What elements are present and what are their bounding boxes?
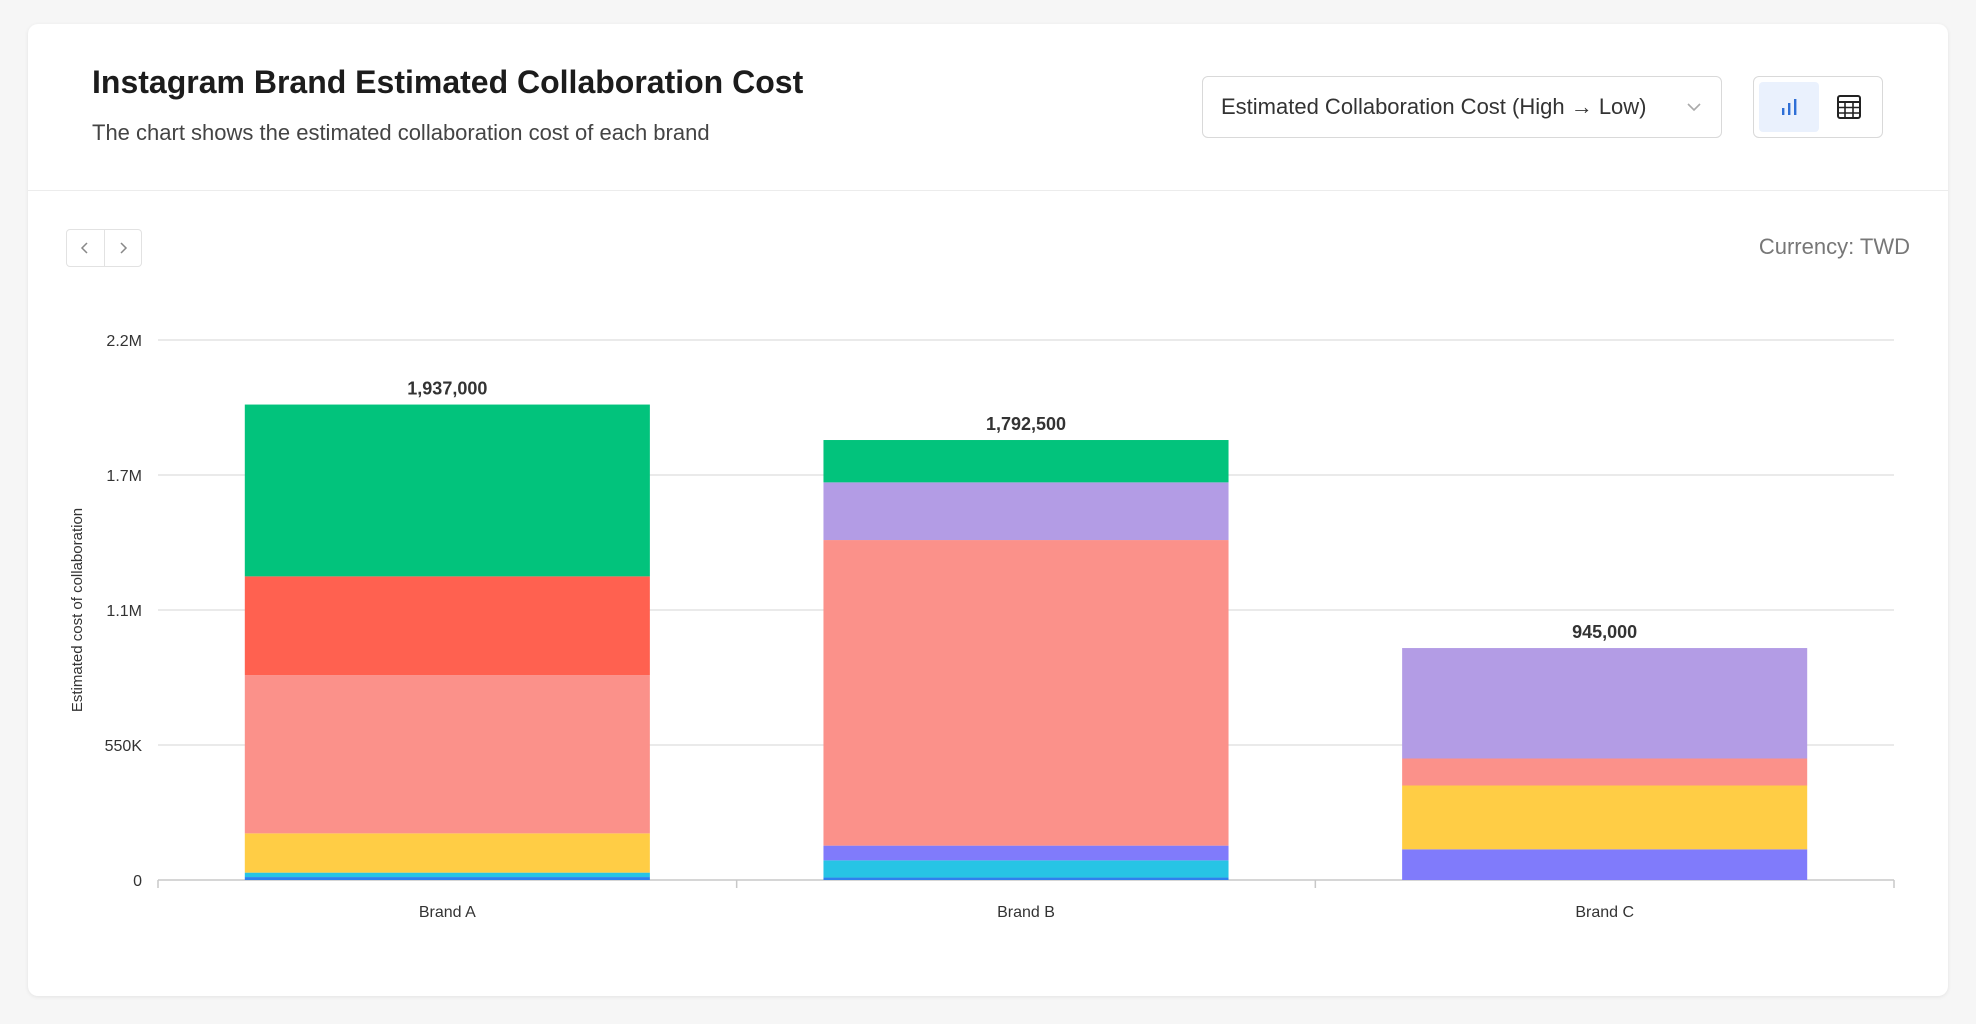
prev-button[interactable] — [67, 230, 104, 266]
chevron-right-icon — [120, 242, 127, 254]
sort-dropdown-label: Estimated Collaboration Cost (High → Low… — [1221, 94, 1647, 119]
bar-segment — [823, 482, 1229, 541]
pagination-controls — [66, 229, 142, 267]
y-tick-label: 1.7M — [106, 468, 142, 485]
bar-segment — [244, 675, 650, 834]
bar-segment — [823, 877, 1229, 880]
y-tick-label: 2.2M — [106, 333, 142, 350]
stacked-bar-chart: 0 550K 1.1M 1.7M 2.2M Estimated cost of colla… — [69, 333, 1895, 921]
chart-card: Instagram Brand Estimated Collaboration … — [28, 24, 1948, 996]
chart-view-button[interactable] — [1759, 82, 1819, 132]
bar-segment — [1402, 758, 1808, 786]
table-view-button[interactable] — [1819, 82, 1879, 132]
x-category-label: Brand C — [1575, 904, 1634, 921]
bar-segment — [244, 833, 650, 873]
x-category-label: Brand A — [419, 904, 476, 921]
currency-label: Currency: TWD — [1758, 234, 1910, 259]
y-axis-title: Estimated cost of collaboration — [69, 508, 86, 712]
bar-segment — [244, 877, 650, 880]
bar-total-label: 1,937,000 — [407, 379, 487, 399]
bar-total-label: 945,000 — [1572, 622, 1637, 642]
bar-segment — [1402, 849, 1808, 880]
chevron-left-icon — [81, 242, 88, 254]
sort-dropdown[interactable]: Estimated Collaboration Cost (High → Low… — [1202, 76, 1722, 138]
bar-segment — [823, 540, 1229, 846]
bar-chart-icon — [1782, 99, 1797, 115]
page-subtitle: The chart shows the estimated collaborat… — [92, 120, 710, 145]
bar-segment — [244, 404, 650, 577]
y-tick-label: 1.1M — [106, 603, 142, 620]
chevron-down-icon — [1687, 103, 1701, 112]
card-header: Instagram Brand Estimated Collaboration … — [28, 24, 1948, 191]
bar-segment — [823, 440, 1229, 483]
bar-segment — [823, 845, 1229, 861]
table-icon — [1837, 95, 1861, 119]
y-tick-label: 550K — [105, 738, 143, 755]
bar-segment — [1402, 648, 1808, 759]
bar-segment — [823, 860, 1229, 878]
y-tick-label: 0 — [133, 873, 142, 890]
bar-segment — [244, 872, 650, 878]
view-toggle — [1753, 76, 1883, 138]
next-button[interactable] — [103, 230, 142, 266]
bar-total-label: 1,792,500 — [986, 414, 1066, 434]
bar-segment — [1402, 785, 1808, 850]
page-title: Instagram Brand Estimated Collaboration … — [92, 64, 804, 100]
bar-segment — [244, 576, 650, 676]
x-category-label: Brand B — [997, 904, 1055, 921]
